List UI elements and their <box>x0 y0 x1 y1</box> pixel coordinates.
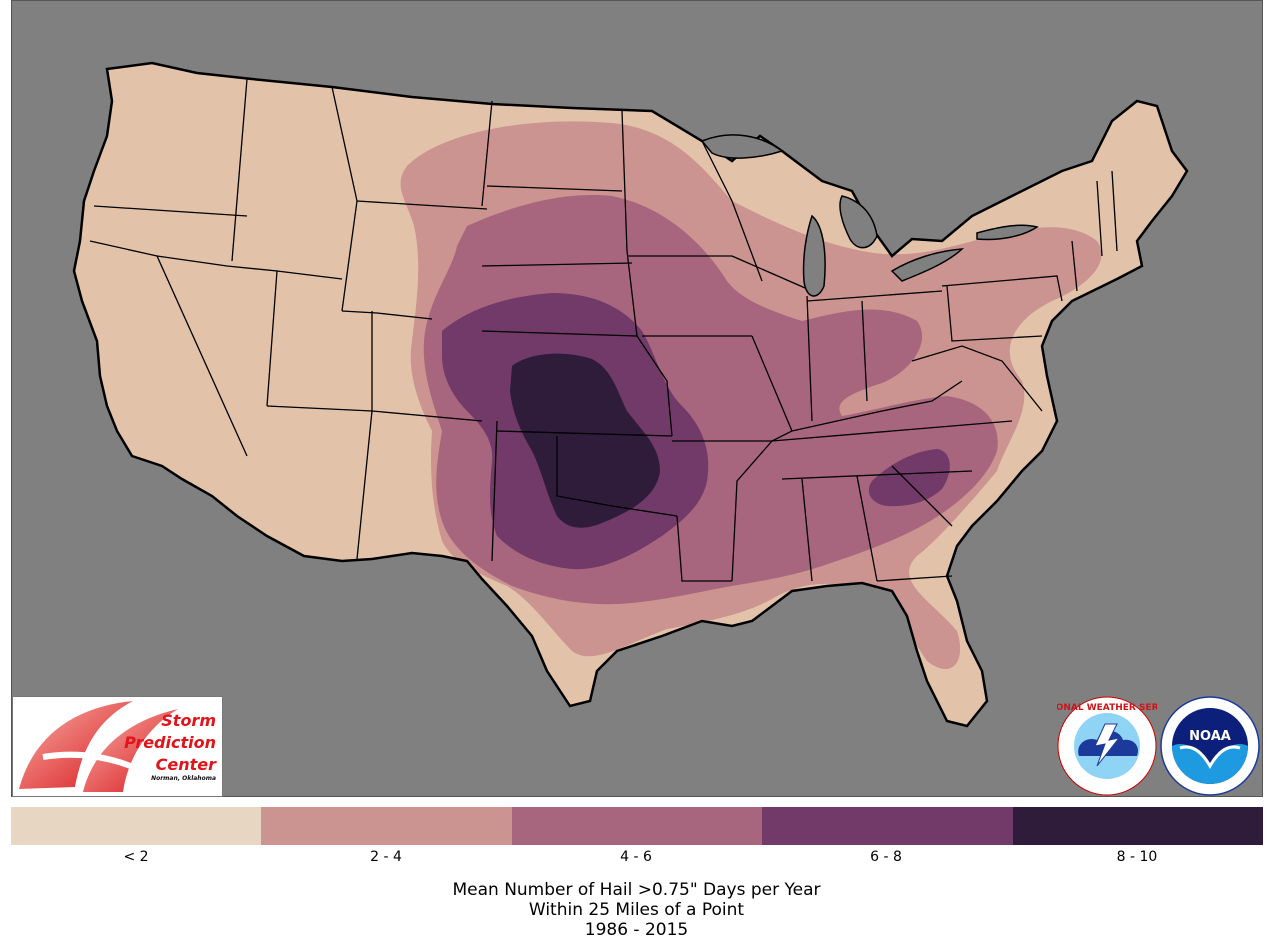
spc-logo-line2: Prediction <box>124 733 216 752</box>
noaa-logo: NOAA <box>1160 696 1260 796</box>
lake-michigan <box>802 214 826 297</box>
legend-label-2-4: 2 - 4 <box>370 849 402 865</box>
caption-title: Mean Number of Hail >0.75" Days per Year <box>452 880 821 900</box>
lake-huron <box>839 195 878 249</box>
caption-period: 1986 - 2015 <box>584 920 689 940</box>
spc-swoosh-graphic <box>19 701 178 792</box>
legend-label-8-10: 8 - 10 <box>1116 849 1158 865</box>
spc-logo-line1: Storm <box>161 711 216 730</box>
spc-logo: Storm Prediction Center Norman, Oklahoma <box>12 696 223 797</box>
legend-color-bar <box>11 807 1264 845</box>
nws-ring-text: NATIONAL WEATHER SERVICE <box>1057 703 1157 713</box>
us-hail-map <box>72 61 1189 728</box>
spc-logo-subtitle: Norman, Oklahoma <box>151 775 216 782</box>
legend-swatch <box>1012 807 1264 845</box>
legend-swatch <box>261 807 512 845</box>
noaa-emblem: NOAA <box>1160 696 1260 796</box>
contour-8-10 <box>510 353 660 528</box>
spc-logo-line3: Center <box>155 755 216 774</box>
great-lakes <box>700 134 1039 297</box>
lake-superior <box>700 134 784 159</box>
contour-6-8-southeast <box>868 449 950 507</box>
legend-swatch <box>762 807 1013 845</box>
lake-erie <box>890 248 965 282</box>
nws-logo: NATIONAL WEATHER SERVICE <box>1032 696 1182 796</box>
state-borders <box>89 78 1118 582</box>
caption-subtitle: Within 25 Miles of a Point <box>528 900 745 920</box>
legend-swatch <box>511 807 763 845</box>
map-panel <box>11 0 1263 797</box>
map-caption: Mean Number of Hail >0.75" Days per Year… <box>0 880 1273 940</box>
noaa-center-text: NOAA <box>1189 729 1231 744</box>
legend-label-4-6: 4 - 6 <box>620 849 652 865</box>
legend-label-6-8: 6 - 8 <box>870 849 902 865</box>
legend-label-lt2: < 2 <box>123 849 149 865</box>
nws-emblem: NATIONAL WEATHER SERVICE <box>1032 696 1182 796</box>
lake-ontario <box>976 224 1039 241</box>
legend-swatch <box>11 807 262 845</box>
